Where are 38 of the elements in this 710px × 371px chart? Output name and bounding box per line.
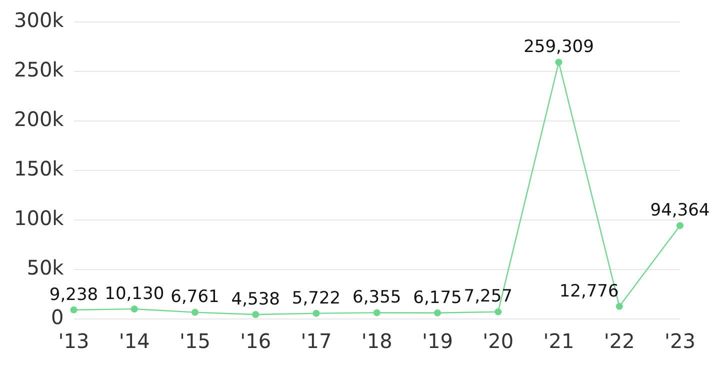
y-tick-label: 100k [14,206,64,230]
data-label: 6,761 [170,287,220,308]
x-tick-label: '15 [180,329,210,354]
x-tick-label: '22 [604,329,635,354]
point [555,58,562,66]
x-tick-label: '13 [58,329,90,354]
data-label: 6,355 [352,288,402,308]
point [494,308,502,316]
x-tick-label: '18 [361,329,392,354]
point [70,306,78,314]
point [676,222,684,230]
point [312,310,320,317]
data-label: 9,238 [49,284,98,305]
data-label: 94,364 [650,200,710,220]
x-tick-label: '17 [300,329,332,354]
data-label: 259,309 [524,37,594,58]
y-tick-label: 0 [51,305,64,330]
y-tick-label: 150k [14,156,64,181]
x-tick-label: '20 [482,329,514,354]
data-label: 6,175 [413,288,462,308]
point [252,311,260,318]
x-tick-label: '21 [543,329,574,354]
y-tick-label: 200k [14,107,64,132]
point [192,308,199,316]
y-tick-label: 50k [26,256,64,280]
data-label: 4,538 [231,289,280,310]
x-tick-label: '14 [118,329,150,354]
point [434,309,442,316]
y-tick-label: 300k [14,8,64,32]
x-tick-label: '16 [240,329,272,354]
point [130,305,138,312]
data-label: 10,130 [104,284,164,304]
x-tick-label: '19 [422,329,453,354]
x-tick-label: '23 [664,329,696,354]
point [373,309,380,316]
point [616,302,623,310]
y-tick-label: 250k [14,58,64,82]
data-label: 5,722 [292,288,341,308]
